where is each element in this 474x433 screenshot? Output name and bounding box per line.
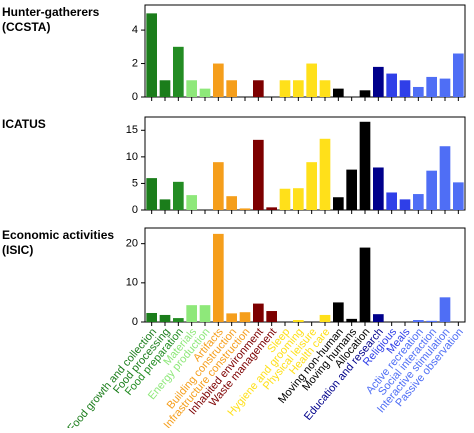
- bar: [413, 194, 424, 210]
- bar: [373, 167, 384, 210]
- bar: [359, 247, 371, 322]
- bar: [253, 303, 264, 322]
- bar: [293, 320, 304, 322]
- y-tick-label: 10: [126, 151, 138, 163]
- bar: [359, 121, 371, 210]
- bar: [346, 318, 357, 322]
- bar: [453, 53, 464, 97]
- bar: [399, 80, 411, 97]
- bar: [439, 297, 451, 322]
- bar: [333, 302, 344, 322]
- bar: [293, 188, 304, 210]
- axes-frame: [144, 4, 466, 98]
- bar: [306, 63, 317, 97]
- bar: [346, 169, 357, 210]
- bar: [199, 88, 211, 97]
- y-tick-label: 0: [132, 316, 138, 328]
- bar: [279, 80, 291, 97]
- bar: [213, 63, 224, 97]
- bar: [426, 170, 437, 210]
- bar: [159, 80, 171, 97]
- bar: [426, 76, 437, 97]
- bar: [253, 80, 264, 97]
- bar: [146, 13, 157, 98]
- bar: [333, 197, 344, 210]
- bar: [399, 199, 411, 210]
- axes-frame: [144, 116, 466, 211]
- bar: [213, 233, 224, 322]
- bar: [159, 199, 171, 210]
- y-tick-label: 5: [132, 177, 138, 189]
- y-tick-label: 0: [132, 91, 138, 103]
- bar: [426, 320, 437, 322]
- bar: [293, 80, 304, 97]
- bar: [279, 188, 291, 210]
- bar: [373, 314, 384, 322]
- bar: [439, 78, 451, 97]
- bar: [306, 162, 317, 210]
- bar: [239, 208, 251, 210]
- y-tick-label: 15: [126, 124, 138, 136]
- bar: [173, 181, 184, 210]
- bar: [213, 162, 224, 210]
- bar: [146, 312, 157, 322]
- panel-title: Hunter-gatherers: [2, 5, 100, 19]
- y-tick-label: 2: [132, 57, 138, 69]
- bar: [226, 313, 237, 322]
- bar: [199, 305, 211, 322]
- panel-title: Economic activities: [2, 228, 114, 242]
- bar: [253, 139, 264, 210]
- bar: [319, 314, 331, 322]
- bar: [266, 207, 277, 210]
- y-tick-label: 0: [132, 204, 138, 216]
- y-tick-label: 10: [126, 277, 138, 289]
- bar: [373, 66, 384, 97]
- y-tick-label: 4: [132, 24, 138, 36]
- bar: [439, 146, 451, 210]
- bar: [319, 80, 331, 97]
- bar: [413, 86, 424, 97]
- bar: [146, 178, 157, 210]
- bar: [226, 196, 237, 210]
- bar: [319, 138, 331, 210]
- bar: [173, 318, 184, 322]
- bar: [159, 314, 171, 322]
- bar: [266, 311, 277, 322]
- panel-title: (ISIC): [2, 243, 33, 257]
- axes-frame: [144, 227, 466, 323]
- bar: [453, 182, 464, 210]
- bar: [186, 305, 197, 322]
- y-tick-label: 20: [126, 238, 138, 250]
- bar: [386, 73, 397, 97]
- bar: [173, 46, 184, 97]
- panel-title: ICATUS: [2, 117, 46, 131]
- bar: [186, 195, 197, 210]
- panel-title: (CCSTA): [2, 20, 50, 34]
- bar: [226, 80, 237, 97]
- bar: [413, 320, 424, 322]
- bar: [333, 88, 344, 97]
- bar: [386, 192, 397, 210]
- bar: [186, 80, 197, 97]
- bar: [239, 312, 251, 322]
- bar: [359, 90, 371, 97]
